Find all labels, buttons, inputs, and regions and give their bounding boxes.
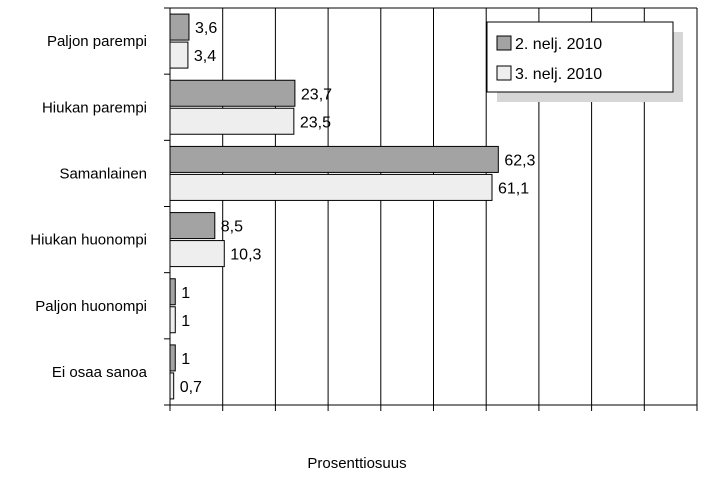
data-label: 23,7: [301, 86, 332, 103]
data-label: 62,3: [504, 152, 535, 169]
data-label: 1: [181, 313, 190, 330]
category-label: Hiukan parempi: [42, 99, 147, 116]
category-label: Samanlainen: [59, 165, 147, 182]
bar: [169, 79, 296, 107]
x-axis-title: Prosenttiosuus: [307, 455, 407, 472]
bars: [169, 13, 499, 400]
legend-label: 3. nelj. 2010: [515, 66, 602, 83]
data-label: 1: [181, 351, 190, 368]
x-tick-label: 40: [372, 418, 389, 420]
data-label: 8,5: [221, 219, 243, 236]
legend: 2. nelj. 2010 3. nelj. 2010: [486, 21, 683, 102]
legend-label: 2. nelj. 2010: [515, 36, 602, 53]
bar: [169, 41, 189, 69]
bar: [169, 145, 499, 173]
x-tick-label: 100: [684, 418, 709, 420]
bar: [169, 344, 176, 372]
bar: [169, 212, 216, 240]
x-tick-label: 70: [531, 418, 548, 420]
data-label: 61,1: [498, 180, 529, 197]
x-tick-labels: 0 10 20 30 40 50 60 70 80 90 100: [166, 418, 710, 435]
bar: [169, 306, 176, 334]
bar: [169, 278, 176, 306]
x-tick-label: 60: [478, 418, 495, 420]
bar: [169, 372, 175, 400]
x-tick-label: 50: [425, 418, 442, 420]
category-labels: Paljon parempi Hiukan parempi Samanlainen H…: [30, 33, 147, 381]
bar: [169, 240, 225, 268]
x-tick-label: 90: [636, 418, 653, 420]
category-label: Hiukan huonompi: [30, 232, 147, 249]
bar-chart: 3,6 3,4 23,7 23,5 62,3 61,1 8,5 10,3 1 1 1 0,7 Palj…: [30, 7, 710, 435]
x-tick-label: 30: [320, 418, 337, 420]
x-tick-label: 10: [214, 418, 231, 420]
data-label: 3,6: [195, 20, 217, 37]
data-label: 23,5: [300, 114, 331, 131]
bar: [169, 107, 295, 135]
legend-swatch: [496, 65, 512, 81]
data-label: 1: [181, 285, 190, 302]
bar: [169, 13, 190, 41]
bar: [169, 173, 493, 201]
data-label: 0,7: [180, 379, 202, 396]
category-label: Ei osaa sanoa: [52, 364, 148, 381]
x-tick-label: 0: [166, 418, 174, 420]
legend-swatch: [496, 35, 512, 51]
category-label: Paljon parempi: [47, 33, 147, 50]
legend-box: [486, 21, 674, 93]
x-tick-label: 20: [267, 418, 284, 420]
data-label: 10,3: [230, 247, 261, 264]
category-label: Paljon huonompi: [35, 298, 147, 315]
data-label: 3,4: [194, 48, 216, 65]
value-labels: 3,6 3,4 23,7 23,5 62,3 61,1 8,5 10,3 1 1 1 0,7: [180, 20, 536, 396]
x-tick-label: 80: [583, 418, 600, 420]
